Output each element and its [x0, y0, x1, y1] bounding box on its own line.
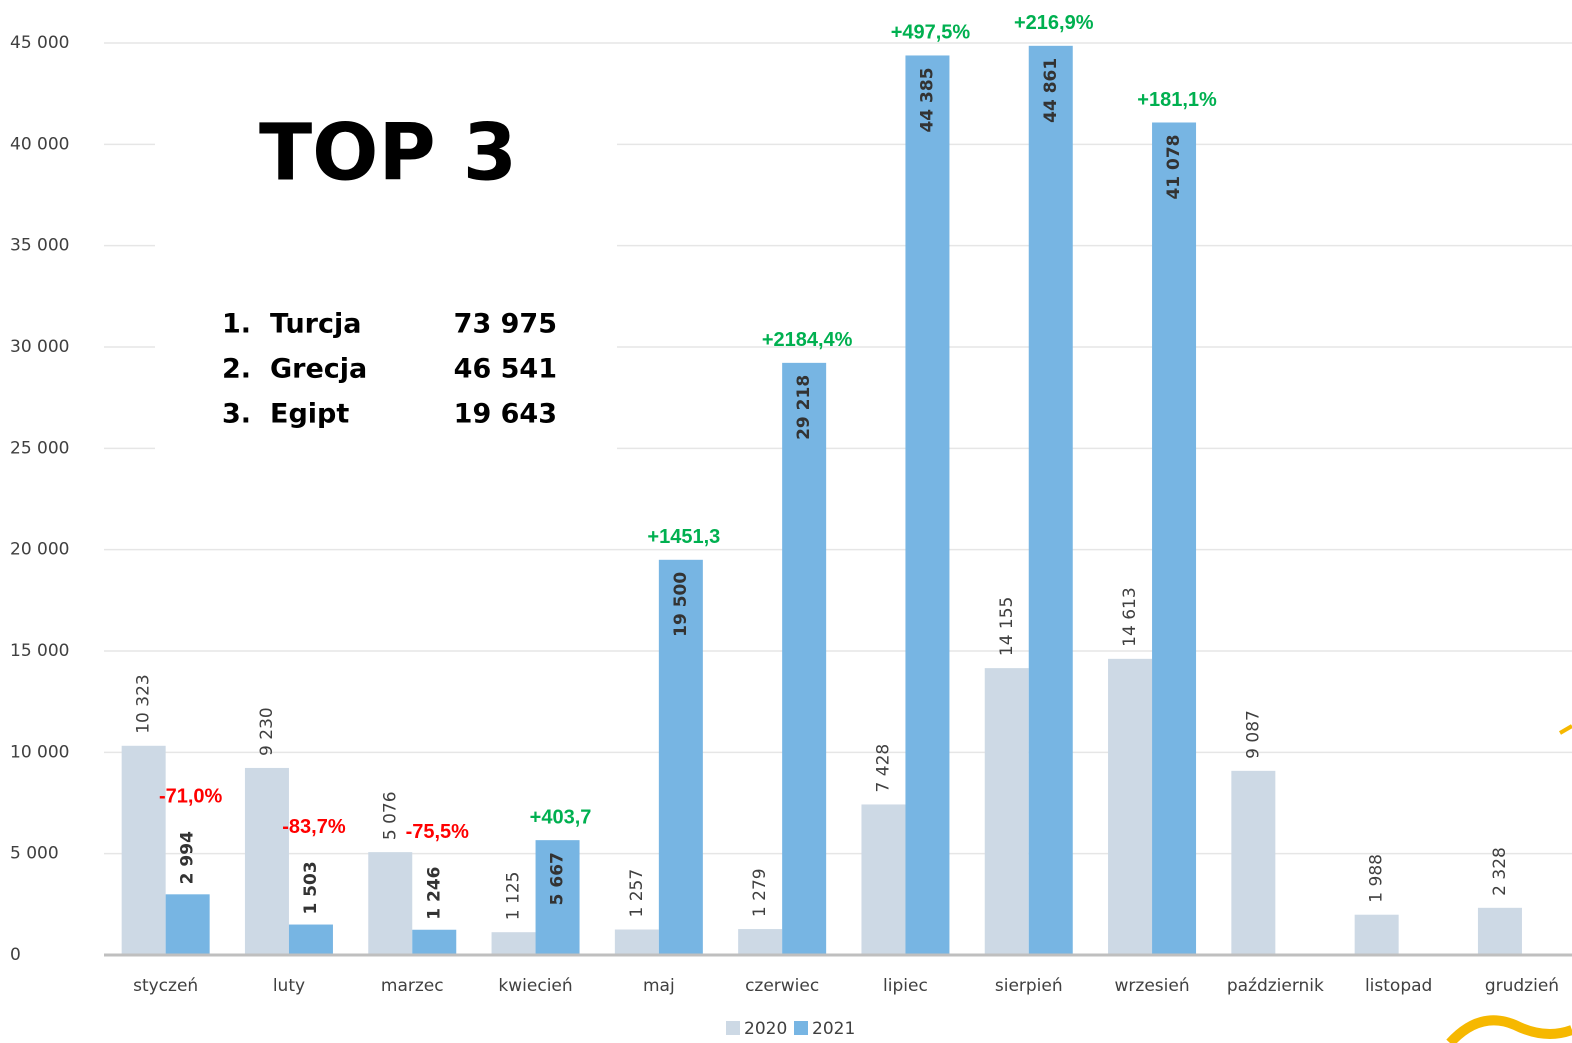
value-label: 1 279 [750, 868, 770, 917]
y-tick-label: 40 000 [10, 134, 69, 154]
x-tick-label: grudzień [1485, 976, 1559, 996]
y-tick-label: 30 000 [10, 337, 69, 357]
bar [412, 929, 457, 955]
x-tick-label: sierpień [995, 976, 1063, 996]
x-tick-label: wrzesień [1115, 976, 1190, 996]
bar [1231, 770, 1276, 955]
bar [782, 362, 827, 956]
bar [1354, 914, 1399, 955]
x-tick-label: lipiec [883, 976, 928, 996]
top3-value: 73 975 [454, 309, 557, 340]
value-label: 44 861 [1041, 58, 1061, 123]
bar [658, 559, 703, 955]
x-tick-label: luty [273, 976, 305, 996]
legend-swatch [726, 1021, 740, 1035]
y-tick-label: 15 000 [10, 641, 69, 661]
legend-label: 2021 [812, 1019, 855, 1039]
value-label: 2 994 [178, 831, 198, 884]
change-label: -75,5% [406, 821, 470, 843]
value-label: 14 613 [1120, 587, 1140, 646]
value-label: 9 087 [1243, 710, 1263, 759]
value-label: 9 230 [257, 707, 277, 756]
x-tick-label: październik [1227, 976, 1324, 996]
bar [1028, 45, 1073, 955]
change-label: +181,1% [1137, 89, 1217, 111]
decoration [1446, 1015, 1572, 1043]
top3-rank: 1. [222, 309, 251, 340]
change-label: +1451,3 [647, 526, 720, 548]
top3-rank: 2. [222, 354, 251, 385]
top3-title: TOP 3 [259, 108, 517, 198]
bar [861, 804, 906, 955]
change-label: -71,0% [159, 786, 223, 808]
legend-label: 2020 [744, 1019, 787, 1039]
top3-name: Turcja [270, 309, 361, 340]
bar [1152, 122, 1197, 956]
bar [614, 929, 659, 955]
x-tick-label: listopad [1365, 976, 1432, 996]
top3-rank: 3. [222, 399, 251, 430]
top3-value: 46 541 [454, 354, 557, 385]
value-label: 29 218 [794, 375, 814, 440]
value-label: 19 500 [671, 572, 691, 637]
bar [491, 932, 536, 955]
top3-name: Grecja [270, 354, 367, 385]
value-label: 5 667 [548, 852, 568, 905]
change-label: +403,7 [530, 806, 592, 828]
bar [535, 840, 580, 955]
change-label: +2184,4% [762, 329, 853, 351]
bar [984, 668, 1029, 955]
value-label: 1 503 [301, 861, 321, 914]
decoration [1558, 724, 1572, 735]
bar [244, 767, 289, 955]
bar [1108, 658, 1153, 955]
y-tick-label: 5 000 [10, 844, 59, 864]
change-label: +497,5% [891, 22, 971, 44]
x-tick-label: styczeń [133, 976, 198, 996]
y-tick-label: 0 [10, 945, 21, 965]
change-label: +216,9% [1014, 12, 1094, 34]
bar [738, 929, 783, 955]
value-label: 14 155 [997, 597, 1017, 656]
x-tick-label: kwiecień [498, 976, 572, 996]
bar [905, 55, 950, 956]
y-tick-label: 20 000 [10, 540, 69, 560]
top3-name: Egipt [270, 399, 349, 430]
value-label: 7 428 [873, 744, 893, 793]
x-tick-label: czerwiec [745, 976, 819, 996]
top3-value: 19 643 [454, 399, 557, 430]
y-tick-label: 10 000 [10, 742, 69, 762]
value-label: 2 328 [1490, 847, 1510, 896]
change-label: -83,7% [282, 816, 346, 838]
value-label: 41 078 [1164, 134, 1184, 199]
bar [165, 894, 210, 955]
value-label: 1 988 [1367, 854, 1387, 903]
value-label: 1 257 [627, 869, 647, 918]
bar [368, 852, 413, 955]
y-tick-label: 25 000 [10, 438, 69, 458]
bar [288, 924, 333, 955]
value-label: 1 125 [504, 872, 524, 921]
bar [121, 745, 166, 955]
value-label: 10 323 [134, 674, 154, 733]
x-tick-label: maj [643, 976, 675, 996]
y-tick-label: 35 000 [10, 236, 69, 256]
y-tick-label: 45 000 [10, 33, 69, 53]
value-label: 44 385 [917, 67, 937, 132]
x-tick-label: marzec [381, 976, 444, 996]
value-label: 1 246 [424, 867, 444, 920]
legend-swatch [794, 1021, 808, 1035]
top3-box [155, 95, 617, 465]
value-label: 5 076 [380, 791, 400, 840]
bar [1477, 907, 1522, 955]
